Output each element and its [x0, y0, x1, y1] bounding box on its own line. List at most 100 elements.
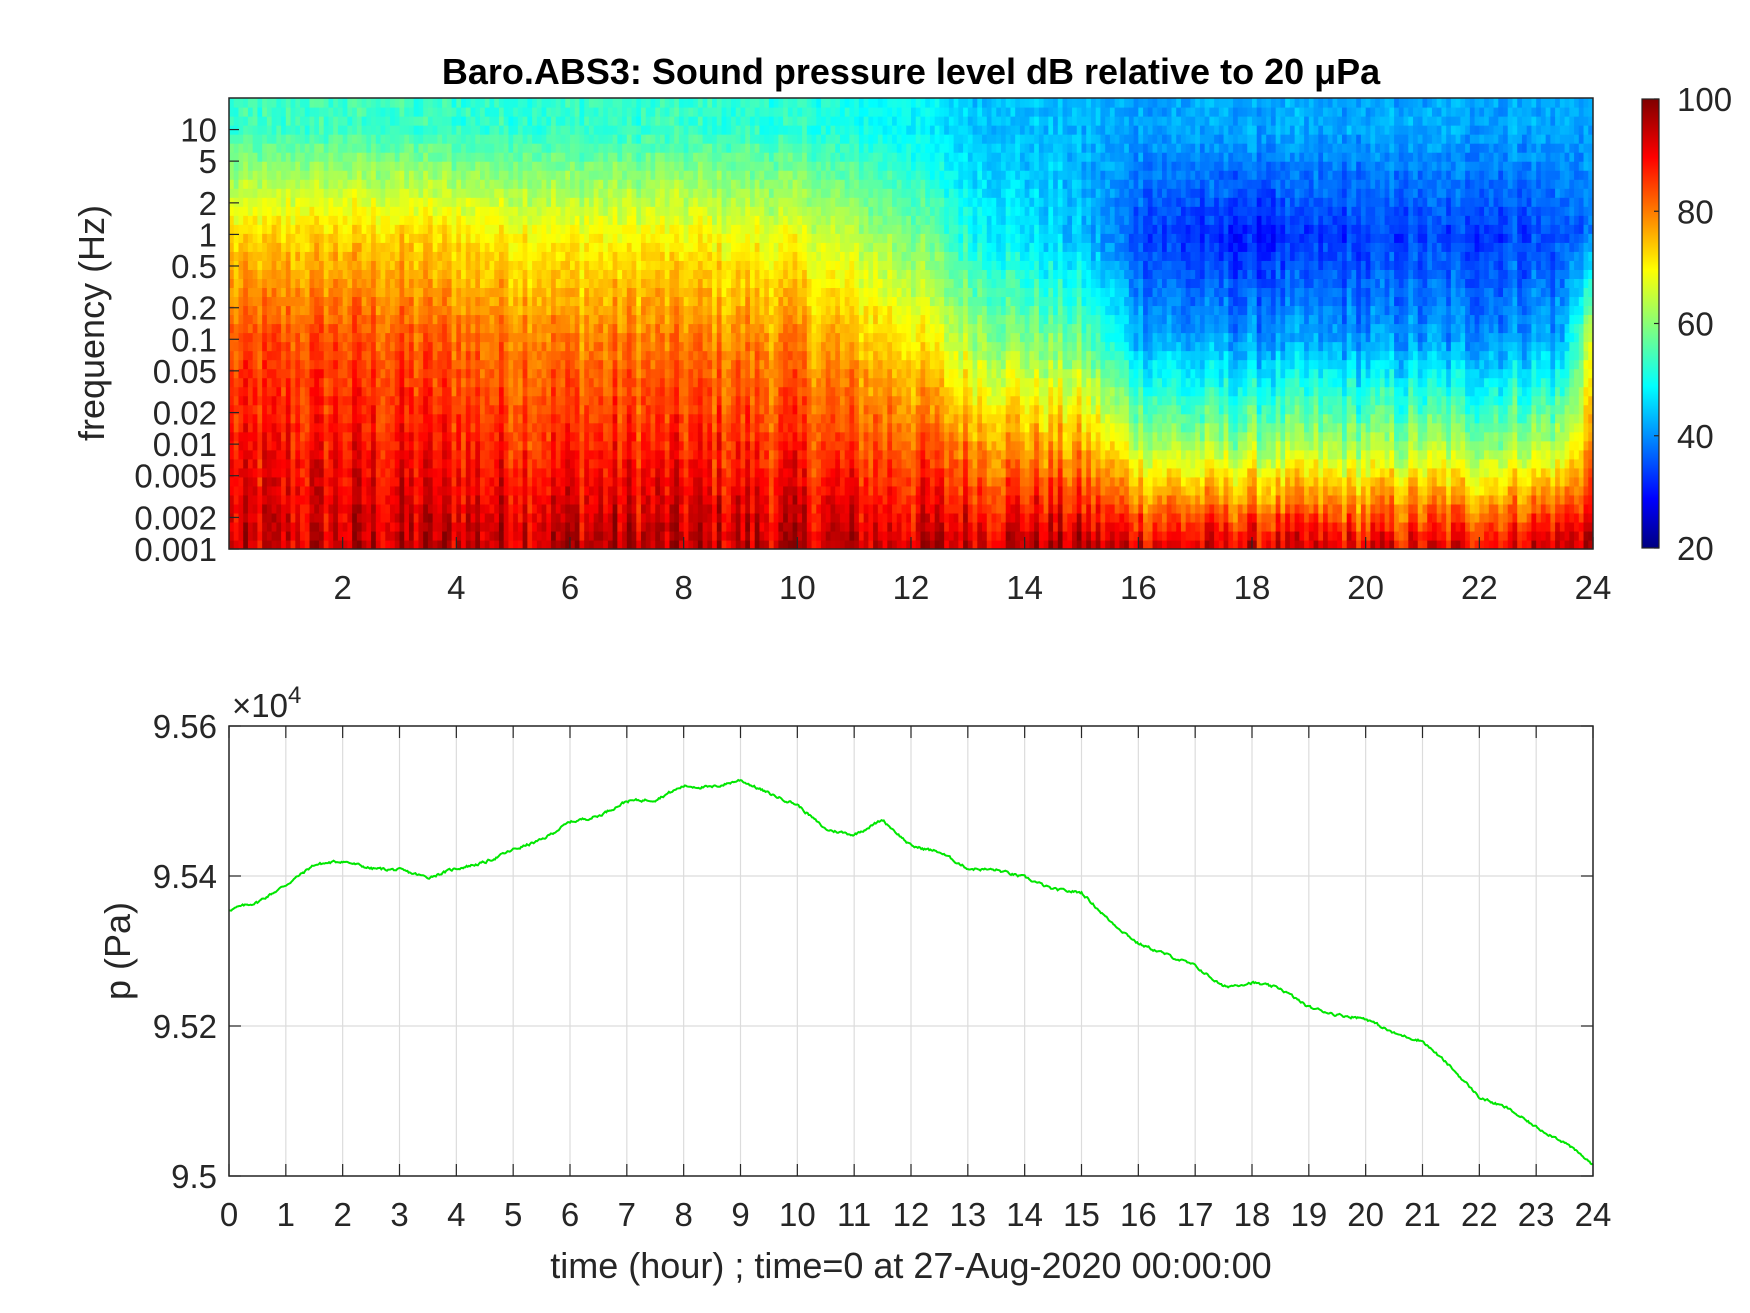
- heatmap-cell: [598, 251, 604, 261]
- heatmap-cell: [603, 224, 609, 234]
- heatmap-cell: [262, 125, 268, 135]
- heatmap-cell: [262, 368, 268, 379]
- heatmap-cell: [598, 278, 604, 289]
- heatmap-cell: [527, 521, 533, 532]
- heatmap-cell: [309, 188, 315, 198]
- heatmap-cell: [380, 530, 386, 541]
- heatmap-cell: [645, 242, 652, 252]
- heatmap-cell: [375, 359, 382, 370]
- heatmap-cell: [271, 530, 277, 541]
- heatmap-cell: [243, 152, 249, 162]
- heatmap-cell: [598, 305, 604, 316]
- heatmap-cell: [503, 233, 510, 243]
- heatmap-cell: [693, 287, 699, 298]
- heatmap-cell: [565, 134, 571, 144]
- heatmap-cell: [574, 251, 581, 261]
- heatmap-cell: [641, 215, 647, 225]
- heatmap-cell: [285, 467, 292, 478]
- heatmap-cell: [636, 161, 642, 171]
- heatmap-cell: [565, 530, 571, 541]
- heatmap-cell: [281, 512, 287, 523]
- heatmap-cell: [584, 170, 590, 180]
- heatmap-cell: [579, 98, 585, 108]
- heatmap-cell: [555, 188, 562, 198]
- heatmap-cell: [262, 161, 268, 171]
- heatmap-cell: [318, 359, 325, 370]
- heatmap-cell: [271, 485, 277, 496]
- heatmap-cell: [622, 503, 628, 514]
- heatmap-cell: [247, 188, 254, 198]
- heatmap-cell: [541, 179, 547, 189]
- heatmap-cell: [446, 107, 453, 117]
- heatmap-cell: [574, 260, 581, 270]
- heatmap-cell: [243, 224, 249, 234]
- heatmap-cell: [352, 467, 358, 478]
- heatmap-cell: [390, 476, 396, 487]
- heatmap-cell: [371, 287, 377, 298]
- heatmap-cell: [271, 467, 277, 478]
- heatmap-cell: [693, 143, 699, 153]
- heatmap-cell: [229, 242, 235, 252]
- heatmap-cell: [574, 368, 581, 379]
- heatmap-cell: [451, 134, 457, 144]
- heatmap-cell: [352, 350, 358, 361]
- heatmap-cell: [517, 494, 524, 505]
- heatmap-cell: [655, 413, 661, 424]
- heatmap-cell: [295, 350, 301, 361]
- heatmap-cell: [546, 404, 552, 415]
- heatmap-cell: [617, 116, 623, 126]
- heatmap-cell: [323, 161, 330, 171]
- heatmap-cell: [650, 215, 656, 225]
- heatmap-cell: [300, 404, 306, 415]
- heatmap-cell: [555, 215, 562, 225]
- heatmap-cell: [664, 287, 671, 298]
- heatmap-cell: [560, 485, 566, 496]
- heatmap-cell: [418, 350, 424, 361]
- heatmap-cell: [437, 395, 443, 406]
- heatmap-cell: [390, 404, 396, 415]
- heatmap-cell: [607, 206, 614, 216]
- heatmap-cell: [385, 539, 391, 549]
- heatmap-cell: [697, 197, 704, 207]
- heatmap-cell: [257, 98, 263, 108]
- heatmap-cell: [328, 98, 334, 108]
- heatmap-cell: [394, 458, 401, 469]
- heatmap-cell: [565, 197, 571, 207]
- heatmap-cell: [356, 278, 363, 289]
- heatmap-cell: [503, 134, 510, 144]
- heatmap-cell: [494, 359, 500, 370]
- heatmap-cell: [456, 512, 462, 523]
- heatmap-cell: [337, 476, 344, 487]
- heatmap-cell: [541, 476, 547, 487]
- heatmap-cell: [281, 278, 287, 289]
- heatmap-cell: [494, 224, 500, 234]
- heatmap-cell: [380, 332, 386, 343]
- heatmap-cell: [323, 323, 330, 334]
- heatmap-cell: [598, 170, 604, 180]
- heatmap-cell: [461, 242, 467, 252]
- heatmap-cell: [229, 116, 235, 126]
- heatmap-cell: [323, 224, 330, 234]
- heatmap-cell: [508, 143, 514, 153]
- heatmap-cell: [442, 359, 448, 370]
- heatmap-cell: [404, 206, 410, 216]
- heatmap-cell: [390, 377, 396, 388]
- heatmap-cell: [328, 449, 334, 460]
- heatmap-cell: [527, 98, 533, 108]
- heatmap-cell: [693, 278, 699, 289]
- heatmap-cell: [333, 233, 339, 243]
- heatmap-cell: [536, 386, 543, 397]
- heatmap-cell: [607, 314, 614, 325]
- heatmap-cell: [683, 116, 690, 126]
- heatmap-cell: [366, 467, 372, 478]
- heatmap-cell: [607, 404, 614, 415]
- heatmap-cell: [678, 404, 685, 415]
- heatmap-cell: [285, 107, 292, 117]
- heatmap-cell: [536, 503, 543, 514]
- heatmap-cell: [584, 116, 590, 126]
- heatmap-cell: [645, 386, 652, 397]
- heatmap-cell: [546, 161, 552, 171]
- heatmap-cell: [612, 395, 618, 406]
- heatmap-cell: [385, 512, 391, 523]
- heatmap-cell: [570, 251, 576, 261]
